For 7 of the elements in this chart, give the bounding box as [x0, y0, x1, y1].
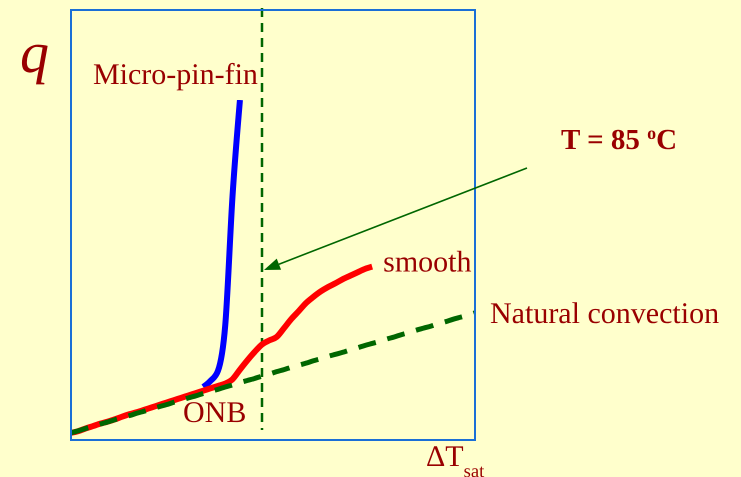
y-axis-title: q: [20, 20, 49, 85]
series-label: smooth: [383, 246, 472, 279]
x-axis-title: ΔT$_{sat}$: [426, 440, 486, 477]
text: T = 85 $^{o}$C: [561, 123, 678, 156]
series-label: Micro-pin-fin: [92, 58, 258, 91]
series-label: Natural convection: [490, 296, 720, 330]
annotation: ONB: [183, 396, 246, 429]
